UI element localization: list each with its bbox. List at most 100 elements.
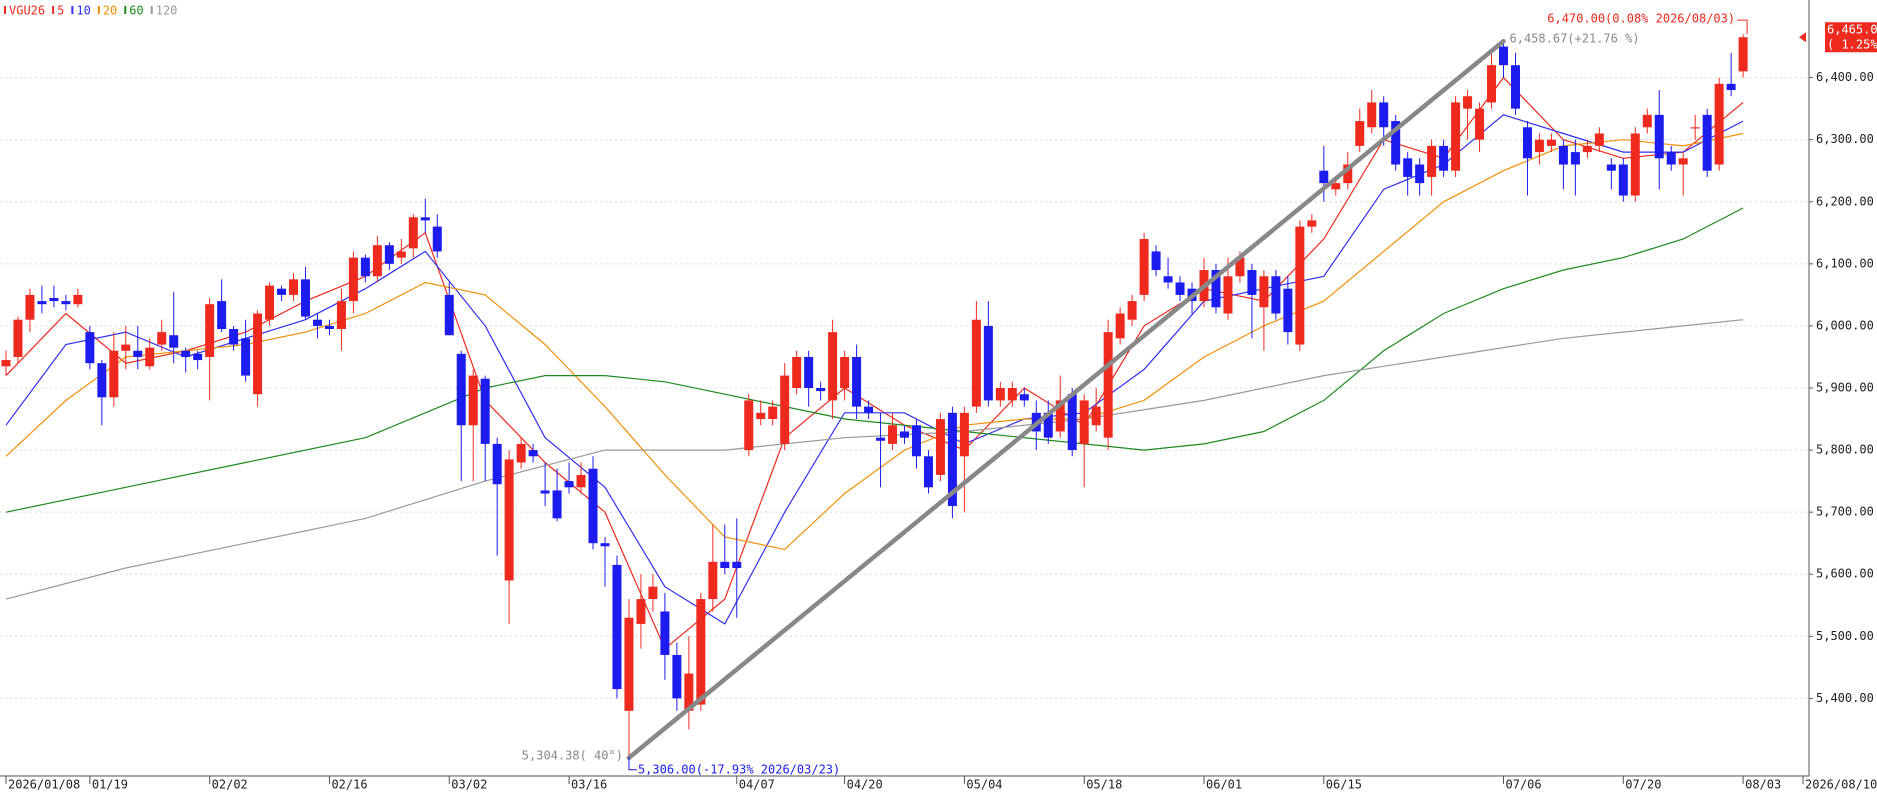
candle-body bbox=[1534, 139, 1544, 153]
last-price: 6,465.00 bbox=[1827, 23, 1877, 37]
candle-body bbox=[648, 586, 658, 600]
candle-body bbox=[1091, 406, 1101, 426]
candle-body bbox=[1211, 270, 1221, 308]
candle-body bbox=[900, 431, 909, 438]
candle-body bbox=[828, 332, 838, 401]
candle-body bbox=[1427, 145, 1437, 177]
candle-body bbox=[720, 561, 730, 569]
candle-body bbox=[923, 456, 933, 488]
candle-body bbox=[1391, 121, 1401, 165]
annotation: 5,306.00(-17.93% 2026/03/23) bbox=[638, 762, 840, 776]
candle-body bbox=[1235, 257, 1245, 277]
legend-swatch bbox=[97, 6, 100, 14]
candle-body bbox=[1019, 394, 1029, 401]
candle-body bbox=[672, 654, 682, 699]
moving-average-line bbox=[5, 132, 1744, 551]
candle-body bbox=[145, 347, 155, 367]
candle-body bbox=[37, 301, 47, 305]
x-tick-label: 2026/08/10 bbox=[1805, 778, 1877, 792]
candle-body bbox=[277, 288, 287, 295]
candle-body bbox=[336, 301, 346, 330]
candle-body bbox=[1175, 282, 1185, 295]
candle-body bbox=[396, 251, 406, 258]
legend-swatch bbox=[52, 6, 55, 14]
legend-label: 5 bbox=[57, 4, 64, 18]
candle-body bbox=[1463, 96, 1473, 109]
candle-body bbox=[756, 412, 766, 420]
candle-body bbox=[1271, 276, 1281, 314]
candle-body bbox=[480, 378, 490, 444]
candle-body bbox=[732, 561, 742, 569]
candle-body bbox=[1367, 102, 1377, 128]
y-tick-label: 6,100.00 bbox=[1816, 256, 1874, 270]
candle-body bbox=[864, 406, 874, 413]
candle-body bbox=[744, 400, 754, 451]
x-tick-label: 2026/01/08 bbox=[8, 778, 80, 792]
candle-body bbox=[552, 490, 562, 519]
candle-body bbox=[1331, 183, 1341, 190]
x-tick-label: 05/04 bbox=[966, 778, 1002, 792]
candle-body bbox=[1546, 139, 1556, 146]
trend-line bbox=[626, 38, 1506, 761]
candle-body bbox=[420, 217, 430, 221]
legend-swatch bbox=[124, 6, 127, 14]
candle-body bbox=[312, 319, 322, 326]
y-tick-label: 6,000.00 bbox=[1816, 318, 1874, 332]
candle-body bbox=[348, 257, 358, 302]
candle-body bbox=[384, 245, 394, 264]
candle-body bbox=[1139, 239, 1149, 295]
last-price-change: ( 1.25%) bbox=[1827, 38, 1877, 52]
candle-body bbox=[1403, 158, 1413, 177]
candle-body bbox=[1223, 276, 1233, 314]
candle-body bbox=[935, 419, 945, 475]
legend-swatch bbox=[71, 6, 74, 14]
candle-body bbox=[1690, 127, 1700, 129]
candle-body bbox=[1642, 114, 1652, 128]
candle-body bbox=[360, 257, 370, 277]
candle-body bbox=[1606, 164, 1616, 171]
candle-body bbox=[1570, 152, 1580, 165]
candle-body bbox=[971, 319, 981, 407]
y-tick-label: 6,200.00 bbox=[1816, 194, 1874, 208]
candle-body bbox=[888, 425, 898, 444]
candle-body bbox=[564, 481, 574, 488]
candle-body bbox=[25, 294, 35, 320]
candle-body bbox=[1283, 288, 1293, 333]
candle-body bbox=[289, 279, 299, 295]
candle-body bbox=[1007, 388, 1017, 401]
legend-swatch bbox=[150, 6, 153, 14]
candle-body bbox=[1499, 46, 1509, 66]
legend-label: 120 bbox=[156, 4, 178, 18]
x-tick-label: 02/16 bbox=[331, 778, 367, 792]
candle-body bbox=[109, 350, 119, 398]
candle-body bbox=[540, 490, 550, 494]
annotation-arrow bbox=[628, 756, 637, 771]
candle-body bbox=[85, 332, 95, 364]
x-tick-label: 06/01 bbox=[1206, 778, 1242, 792]
x-tick-label: 01/19 bbox=[92, 778, 128, 792]
candle-body bbox=[804, 356, 814, 388]
candle-body bbox=[253, 313, 263, 395]
candle-body bbox=[947, 412, 957, 506]
y-tick-label: 5,700.00 bbox=[1816, 505, 1874, 519]
trend-start-label: 5,304.38( 40°) bbox=[522, 748, 623, 762]
last-price-box bbox=[1825, 22, 1877, 53]
candle-body bbox=[660, 611, 670, 655]
moving-average-line bbox=[5, 114, 1744, 625]
candle-body bbox=[444, 294, 454, 336]
candle-body bbox=[1319, 170, 1329, 184]
candle-body bbox=[372, 245, 382, 277]
candle-body bbox=[1654, 114, 1664, 159]
candle-body bbox=[792, 356, 802, 388]
candle-body bbox=[1678, 158, 1688, 165]
candle-body bbox=[169, 335, 179, 348]
candle-body bbox=[1043, 412, 1053, 438]
candle-body bbox=[1714, 83, 1724, 165]
candle-body bbox=[995, 388, 1005, 401]
candle-body bbox=[193, 353, 203, 361]
legend-label: VGU26 bbox=[9, 4, 45, 18]
candle-body bbox=[1475, 108, 1485, 140]
candle-body bbox=[588, 468, 598, 544]
candle-body bbox=[432, 226, 442, 252]
